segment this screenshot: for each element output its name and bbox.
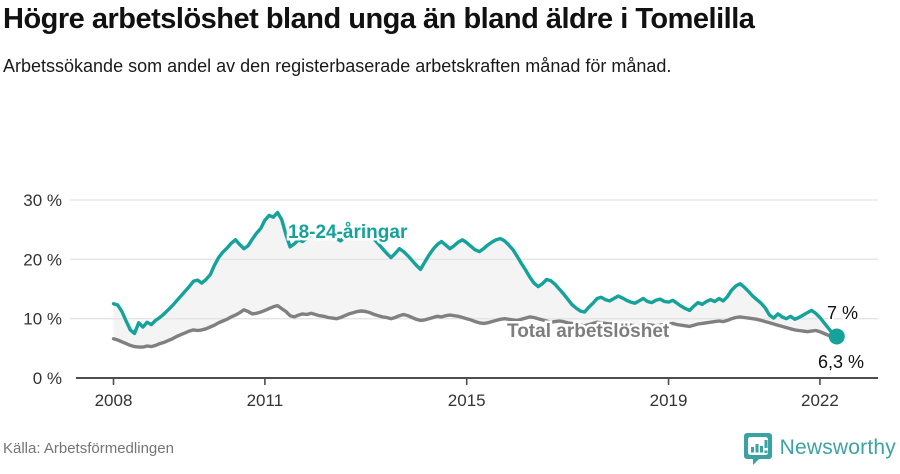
y-axis-label: 20 % bbox=[23, 250, 62, 269]
x-axis-label: 2019 bbox=[650, 391, 688, 410]
x-axis-label: 2022 bbox=[801, 391, 839, 410]
chart-header: Högre arbetslöshet bland unga än bland ä… bbox=[3, 0, 890, 79]
total-series-label: Total arbetslöshet bbox=[507, 321, 670, 342]
newsworthy-wordmark: Newsworthy bbox=[779, 436, 896, 459]
page-title: Högre arbetslöshet bland unga än bland ä… bbox=[3, 3, 755, 35]
newsworthy-bar-chart-bubble-icon bbox=[743, 432, 772, 465]
y-axis-label: 0 % bbox=[33, 369, 62, 388]
young-series-line bbox=[111, 210, 839, 339]
total-end-value: 6,3 % bbox=[818, 352, 864, 372]
source-note: Källa: Arbetsförmedlingen bbox=[3, 439, 174, 457]
series-band bbox=[113, 212, 837, 348]
young-end-value: 7 % bbox=[827, 303, 858, 323]
y-axis-label: 10 % bbox=[23, 310, 62, 329]
latest-point-marker bbox=[828, 328, 845, 345]
chart-subtitle: Arbetssökande som andel av den registerb… bbox=[3, 56, 672, 77]
chart-footer: Källa: Arbetsförmedlingen Newsworthy bbox=[0, 430, 900, 474]
total-series-line bbox=[111, 303, 839, 349]
unemployment-line-chart: 0 % 10 % 20 % 30 % 2008 2011 2015 2019 2022 18-24… bbox=[23, 191, 878, 410]
x-axis-label: 2011 bbox=[247, 391, 284, 410]
y-axis-label: 30 % bbox=[23, 191, 62, 210]
x-axis-label: 2008 bbox=[95, 391, 133, 410]
young-series-label: 18-24-åringar bbox=[288, 222, 408, 243]
newsworthy-logo: Newsworthy bbox=[743, 432, 896, 465]
x-axis-label: 2015 bbox=[448, 391, 486, 410]
